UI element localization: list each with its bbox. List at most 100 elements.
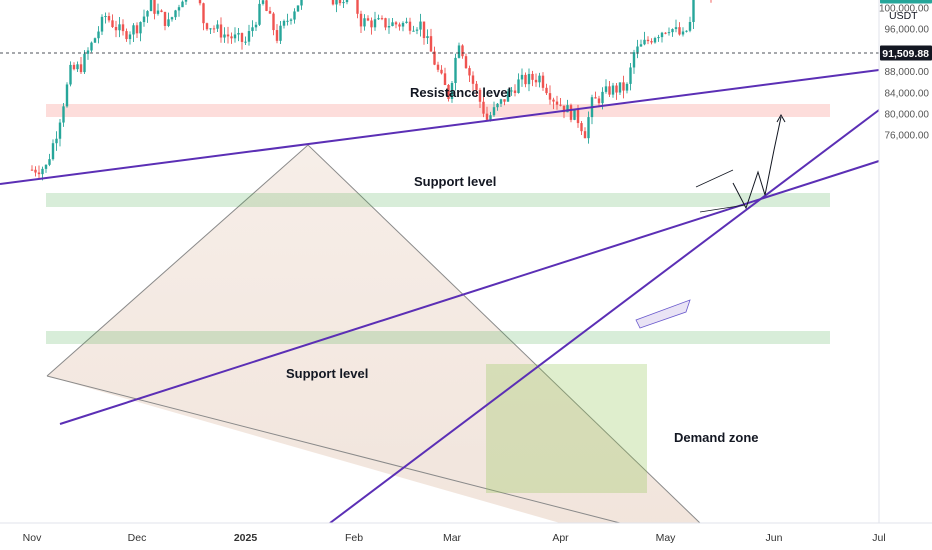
candle-body-17	[90, 42, 93, 51]
zones-layer	[46, 104, 830, 524]
candle-body-145	[538, 75, 541, 83]
candle-body-148	[548, 93, 552, 100]
candle-body-175	[643, 39, 646, 45]
wedge-pattern-fill	[47, 145, 700, 523]
candle-body-120	[450, 83, 454, 99]
x-tick-label-5: Apr	[552, 532, 569, 544]
y-tick-label-3: 100,000.00	[879, 4, 929, 15]
price-tag-bg-1	[880, 0, 932, 4]
candle-body-132	[492, 107, 496, 116]
candle-body-36	[156, 10, 160, 14]
time-axis-panel	[0, 523, 932, 550]
x-tick-label-7: Jun	[766, 532, 783, 544]
trendlines-layer	[0, 52, 880, 524]
x-tick-label-0: Nov	[23, 532, 42, 544]
candle-body-129	[482, 101, 485, 114]
candle-body-122	[457, 45, 461, 58]
candle-body-187	[685, 30, 688, 32]
candle-body-89	[342, 2, 345, 4]
candle-body-176	[646, 39, 650, 42]
x-tick-label-6: May	[656, 532, 677, 544]
candle-body-3	[41, 168, 44, 175]
candle-body-55	[223, 34, 226, 38]
candle-body-110	[415, 29, 419, 31]
candle-body-93	[356, 0, 359, 14]
candle-body-149	[552, 99, 555, 102]
candle-body-171	[629, 67, 632, 84]
candle-body-65	[258, 3, 261, 25]
candle-body-108	[408, 21, 412, 31]
candle-body-147	[545, 87, 548, 94]
candle-body-123	[461, 45, 464, 57]
candle-body-73	[286, 20, 289, 22]
candle-body-66	[261, 0, 265, 4]
candle-body-146	[541, 75, 545, 88]
candle-body-51	[209, 28, 212, 30]
candle-body-13	[76, 64, 79, 70]
candle-body-103	[391, 22, 394, 27]
candle-body-157	[580, 123, 583, 132]
candle-body-155	[573, 109, 576, 120]
annotation-label-1: Support level	[414, 174, 496, 189]
candle-body-116	[436, 64, 440, 70]
candle-body-94	[359, 13, 363, 27]
candle-body-5	[48, 159, 51, 165]
candle-body-21	[104, 16, 107, 18]
candle-body-44	[184, 0, 188, 2]
candle-body-10	[65, 84, 69, 107]
candle-body-90	[345, 0, 349, 3]
candle-body-158	[583, 131, 587, 139]
candle-body-42	[177, 7, 181, 11]
candle-body-0	[30, 169, 34, 171]
candle-body-117	[440, 69, 443, 74]
candle-body-67	[265, 0, 268, 11]
candle-body-170	[625, 83, 629, 91]
candle-body-152	[562, 105, 566, 113]
candle-body-128	[478, 89, 482, 102]
x-tick-label-3: Feb	[345, 532, 363, 544]
projection-arrowhead	[776, 113, 786, 123]
candle-body-99	[377, 18, 380, 20]
candle-body-177	[650, 41, 653, 43]
candle-body-24	[114, 26, 118, 31]
candle-body-87	[335, 0, 338, 5]
channel-top-line	[695, 169, 734, 188]
price-tag-bg-3	[880, 45, 932, 61]
candle-body-113	[426, 36, 429, 39]
candle-body-137	[510, 90, 513, 92]
candle-body-11	[69, 64, 72, 85]
candle-body-1	[34, 169, 37, 173]
candle-body-76	[296, 5, 300, 12]
support-trendline-middle	[59, 160, 880, 425]
x-tick-label-2: 2025	[234, 532, 258, 544]
candle-body-126	[471, 75, 475, 84]
candle-body-70	[275, 30, 279, 41]
candle-body-107	[405, 21, 408, 23]
candle-body-18	[93, 38, 97, 43]
wedge-pattern-base	[46, 375, 621, 524]
y-tick-label-4: 96,000.00	[885, 25, 930, 36]
annotation-label-0: Resistance level	[410, 85, 511, 100]
candle-body-14	[79, 64, 83, 73]
candle-body-77	[300, 0, 303, 6]
candle-body-32	[142, 16, 146, 23]
x-tick-label-1: Dec	[128, 532, 147, 544]
candle-body-31	[139, 22, 142, 34]
candle-body-30	[135, 25, 139, 34]
candle-body-159	[587, 117, 590, 139]
candle-body-23	[111, 20, 114, 27]
support-trendline-steep	[329, 109, 880, 524]
candle-body-97	[370, 20, 373, 28]
candle-body-127	[475, 83, 478, 90]
candle-body-52	[212, 28, 216, 30]
candle-body-182	[667, 32, 671, 34]
candle-body-68	[268, 10, 272, 14]
channel-bottom-line	[699, 204, 746, 213]
candle-body-163	[601, 91, 604, 104]
candle-body-39	[167, 19, 170, 26]
candle-body-104	[394, 22, 398, 25]
candle-body-64	[254, 24, 258, 28]
x-tick-label-4: Mar	[443, 532, 462, 544]
candle-body-102	[387, 26, 391, 28]
